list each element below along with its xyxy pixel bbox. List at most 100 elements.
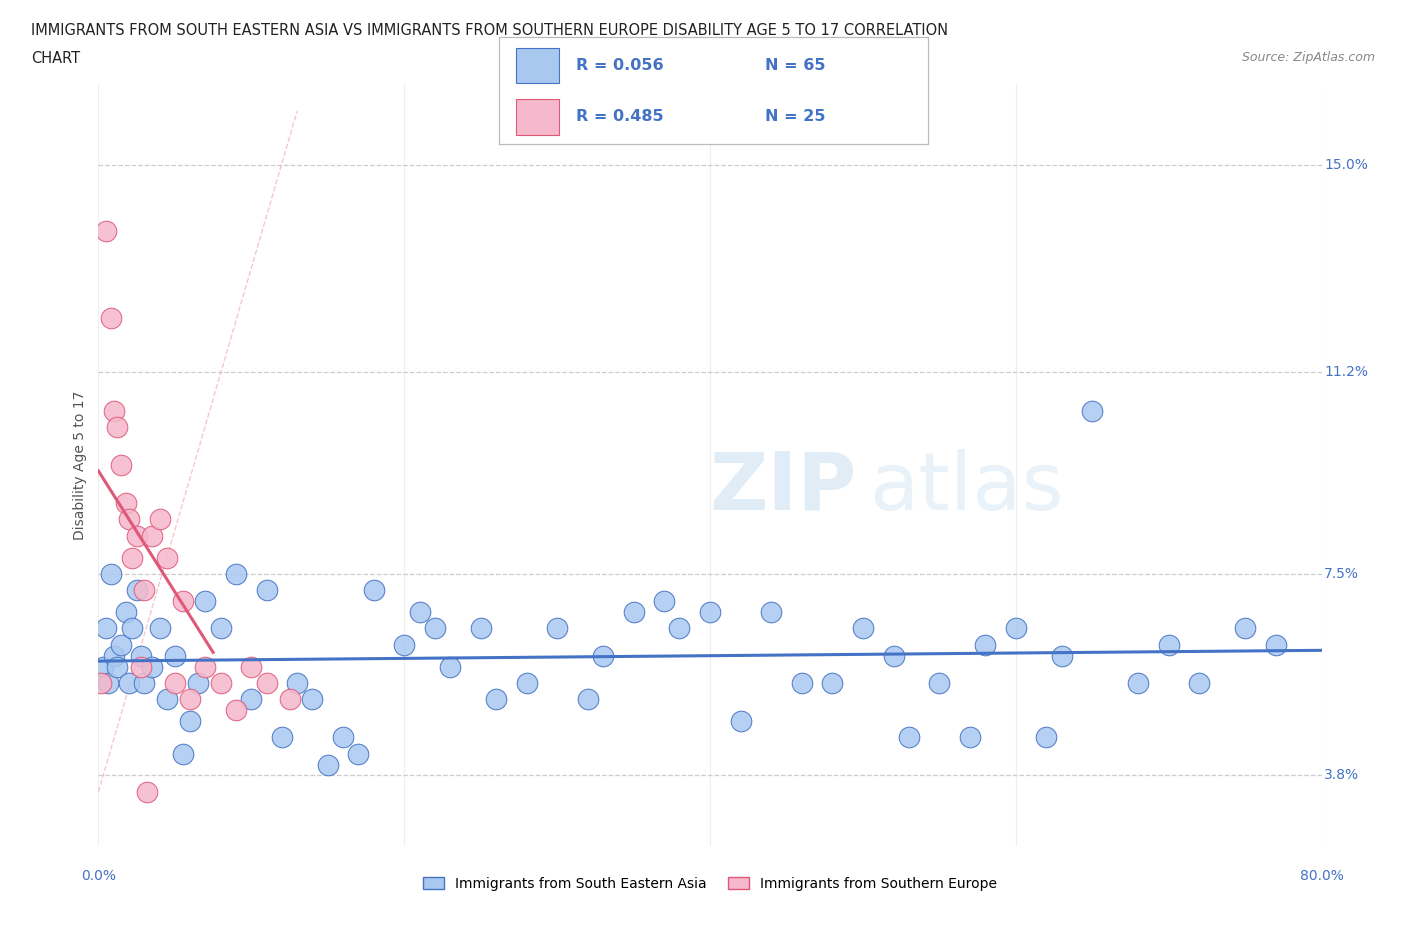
- Point: [172, 746, 194, 761]
- Point: [118, 512, 141, 527]
- Point: [187, 675, 209, 690]
- Point: [91, 659, 114, 674]
- Point: [270, 730, 294, 745]
- Point: [156, 551, 179, 565]
- Point: [592, 648, 614, 663]
- Point: [285, 675, 308, 690]
- Point: [149, 512, 172, 527]
- Point: [408, 604, 430, 619]
- Text: R = 0.056: R = 0.056: [576, 58, 664, 73]
- Text: N = 65: N = 65: [765, 58, 825, 73]
- Point: [928, 675, 950, 690]
- Point: [118, 675, 141, 690]
- Legend: Immigrants from South Eastern Asia, Immigrants from Southern Europe: Immigrants from South Eastern Asia, Immi…: [418, 871, 1002, 897]
- Point: [1188, 675, 1211, 690]
- Point: [179, 692, 201, 707]
- Point: [516, 675, 538, 690]
- Point: [240, 692, 263, 707]
- Point: [105, 659, 128, 674]
- Point: [347, 746, 370, 761]
- Point: [125, 528, 148, 543]
- Point: [194, 659, 217, 674]
- Point: [103, 403, 125, 418]
- Text: 80.0%: 80.0%: [1299, 870, 1344, 884]
- Point: [100, 311, 122, 325]
- Point: [392, 637, 416, 652]
- Text: IMMIGRANTS FROM SOUTH EASTERN ASIA VS IMMIGRANTS FROM SOUTHERN EUROPE DISABILITY: IMMIGRANTS FROM SOUTH EASTERN ASIA VS IM…: [31, 23, 948, 38]
- Point: [1128, 675, 1150, 690]
- Text: 11.2%: 11.2%: [1324, 365, 1368, 379]
- Text: 0.0%: 0.0%: [82, 870, 115, 884]
- Text: N = 25: N = 25: [765, 109, 825, 124]
- Point: [821, 675, 844, 690]
- Point: [974, 637, 997, 652]
- Point: [699, 604, 721, 619]
- Point: [134, 675, 156, 690]
- Point: [576, 692, 599, 707]
- Point: [423, 621, 446, 636]
- Point: [1157, 637, 1180, 652]
- Point: [134, 583, 156, 598]
- Point: [959, 730, 981, 745]
- Point: [163, 675, 186, 690]
- Point: [730, 713, 752, 728]
- Text: Source: ZipAtlas.com: Source: ZipAtlas.com: [1241, 51, 1375, 64]
- Point: [90, 675, 112, 690]
- FancyBboxPatch shape: [516, 100, 560, 135]
- Point: [240, 659, 263, 674]
- Point: [1050, 648, 1073, 663]
- Point: [115, 604, 138, 619]
- Point: [179, 713, 201, 728]
- Point: [94, 223, 117, 238]
- Point: [852, 621, 875, 636]
- Point: [225, 566, 247, 581]
- Point: [103, 648, 125, 663]
- Text: R = 0.485: R = 0.485: [576, 109, 664, 124]
- Text: atlas: atlas: [869, 449, 1063, 527]
- Point: [209, 621, 232, 636]
- Point: [790, 675, 813, 690]
- Point: [1234, 621, 1257, 636]
- Point: [256, 675, 278, 690]
- Point: [363, 583, 385, 598]
- Point: [883, 648, 905, 663]
- Point: [136, 784, 159, 799]
- Point: [897, 730, 920, 745]
- Point: [1081, 403, 1104, 418]
- Point: [652, 593, 675, 608]
- Point: [115, 496, 138, 511]
- Y-axis label: Disability Age 5 to 17: Disability Age 5 to 17: [73, 391, 87, 539]
- Point: [761, 604, 783, 619]
- Point: [332, 730, 354, 745]
- Point: [278, 692, 301, 707]
- Point: [172, 593, 194, 608]
- Point: [125, 583, 148, 598]
- Point: [129, 648, 152, 663]
- Point: [194, 593, 217, 608]
- Point: [94, 621, 117, 636]
- Point: [316, 757, 339, 772]
- Point: [256, 583, 278, 598]
- Point: [623, 604, 645, 619]
- FancyBboxPatch shape: [516, 48, 560, 83]
- Point: [470, 621, 492, 636]
- Text: CHART: CHART: [31, 51, 80, 66]
- Point: [110, 637, 132, 652]
- Point: [485, 692, 508, 707]
- Text: 15.0%: 15.0%: [1324, 158, 1368, 172]
- Point: [546, 621, 568, 636]
- Point: [1035, 730, 1057, 745]
- Point: [121, 551, 143, 565]
- Point: [141, 528, 163, 543]
- Point: [209, 675, 232, 690]
- Point: [225, 703, 247, 718]
- Text: 3.8%: 3.8%: [1324, 768, 1360, 782]
- Point: [110, 458, 132, 472]
- Point: [163, 648, 186, 663]
- Point: [301, 692, 323, 707]
- Point: [1264, 637, 1286, 652]
- Point: [129, 659, 152, 674]
- Point: [1004, 621, 1026, 636]
- Point: [100, 566, 122, 581]
- Point: [668, 621, 690, 636]
